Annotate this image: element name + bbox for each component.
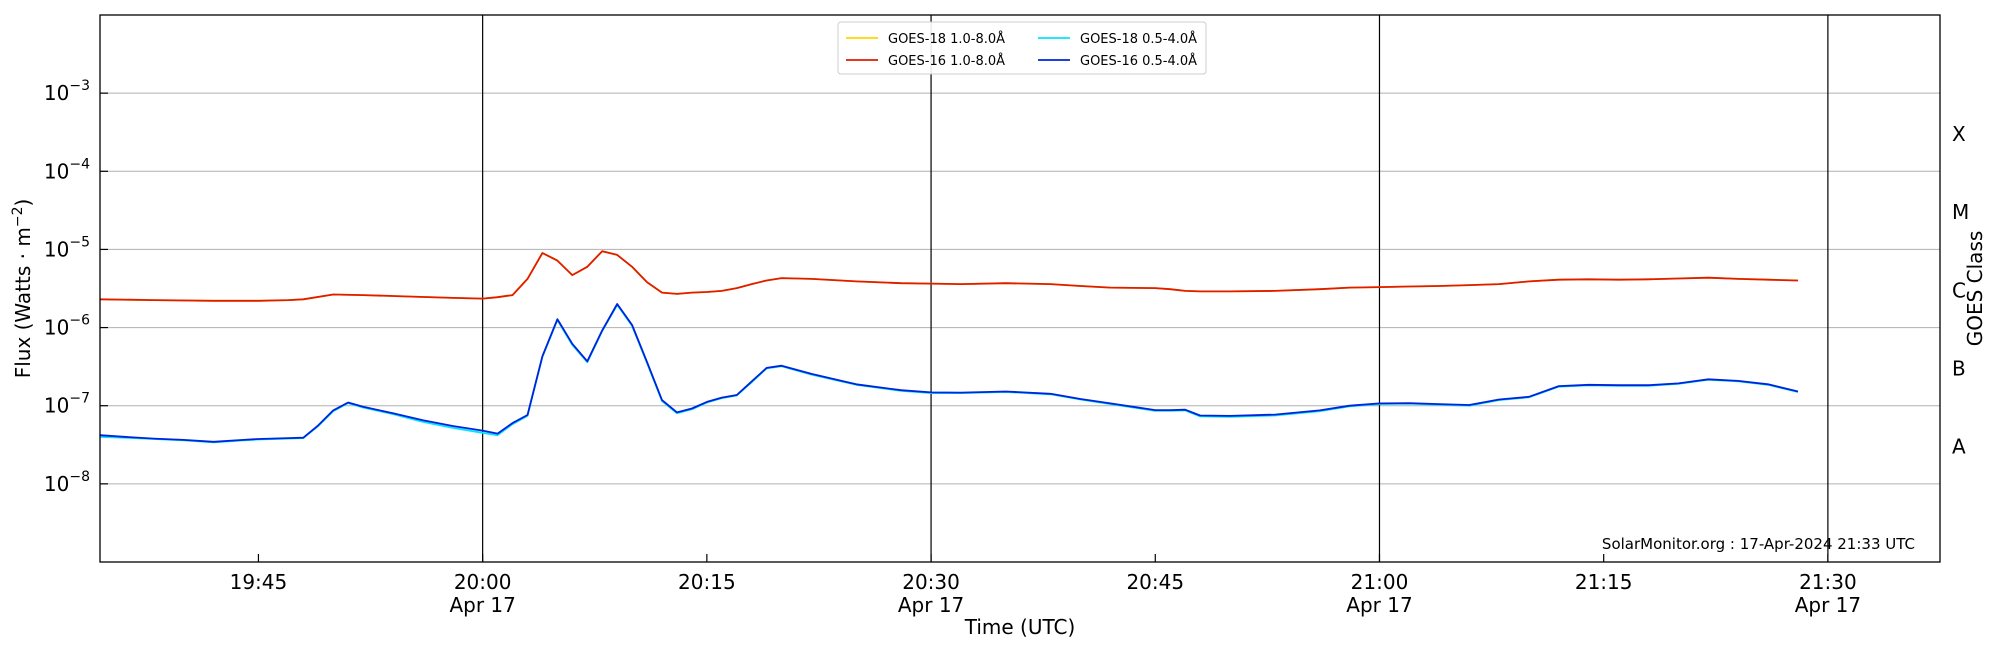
legend: GOES-18 1.0-8.0Å GOES-18 0.5-4.0Å GOES-16 …	[837, 21, 1207, 75]
legend-label: GOES-18 1.0-8.0Å	[888, 31, 1005, 47]
y-tick-base: 10	[44, 394, 69, 418]
y-tick-exponent: −5	[69, 234, 90, 250]
goes-class-labels: A B C M X	[1952, 122, 1969, 459]
y-tick-label: 10−8	[44, 469, 90, 496]
y-axis-label-exponent: −2	[10, 207, 26, 228]
legend-label: GOES-16 1.0-8.0Å	[888, 53, 1005, 69]
x-tick-date-label: Apr 17	[1795, 593, 1861, 617]
goes-class-label: M	[1952, 200, 1969, 224]
legend-label: GOES-18 0.5-4.0Å	[1080, 31, 1197, 47]
x-tick-label: 21:15	[1575, 570, 1633, 594]
y-tick-label: 10−6	[44, 313, 90, 340]
y-tick-exponent: −6	[69, 313, 90, 329]
y-axis-label-main: Flux (Watts · m	[11, 227, 35, 378]
plot-frame	[99, 14, 1941, 563]
x-tick-label: 20:45	[1126, 570, 1184, 594]
series-line	[99, 303, 1799, 443]
goes-class-label: X	[1952, 122, 1966, 146]
x-tick-label: 21:30	[1799, 570, 1857, 594]
credit-text: SolarMonitor.org : 17-Apr-2024 21:33 UTC	[1602, 535, 1915, 553]
y-tick-base: 10	[44, 159, 69, 183]
y-tick-base: 10	[44, 472, 69, 496]
x-tick-date-label: Apr 17	[898, 593, 964, 617]
x-tick-label: 19:45	[230, 570, 288, 594]
y-tick-base: 10	[44, 237, 69, 261]
series-line	[99, 250, 1799, 302]
vertical-lines-layer	[482, 15, 1829, 562]
y-tick-exponent: −4	[69, 156, 90, 172]
goes-class-label: A	[1952, 435, 1966, 459]
x-tick-label: 20:15	[678, 570, 736, 594]
x-tick-date-label: Apr 17	[449, 593, 515, 617]
x-tick-label: 21:00	[1351, 570, 1409, 594]
y-tick-label: 10−5	[44, 234, 90, 261]
y-tick-base: 10	[44, 81, 69, 105]
legend-box	[837, 21, 1207, 75]
y-tick-label: 10−7	[44, 391, 90, 418]
series-line	[99, 250, 1799, 302]
series-layer	[99, 250, 1799, 444]
y-tick-exponent: −7	[69, 391, 90, 407]
goes-class-axis-label: GOES Class	[1963, 231, 1987, 347]
goes-class-label: C	[1952, 278, 1966, 302]
legend-items: GOES-18 1.0-8.0Å GOES-18 0.5-4.0Å GOES-16 …	[846, 31, 1197, 69]
legend-label: GOES-16 0.5-4.0Å	[1080, 53, 1197, 69]
y-tick-label: 10−4	[44, 156, 90, 183]
y-axis-ticks: 10−810−710−610−510−410−3	[44, 78, 108, 496]
series-line	[99, 303, 1799, 444]
y-axis-label: Flux (Watts · m−2)	[10, 199, 35, 379]
grid-layer	[100, 92, 1940, 485]
y-axis-label-close: )	[11, 199, 35, 207]
y-tick-exponent: −8	[69, 469, 90, 485]
x-tick-label: 20:30	[902, 570, 960, 594]
x-axis-label: Time (UTC)	[964, 615, 1076, 639]
y-tick-label: 10−3	[44, 78, 90, 105]
y-tick-exponent: −3	[69, 78, 90, 94]
x-tick-label: 20:00	[454, 570, 512, 594]
x-tick-date-label: Apr 17	[1346, 593, 1412, 617]
goes-class-label: B	[1952, 356, 1966, 380]
y-tick-base: 10	[44, 316, 69, 340]
